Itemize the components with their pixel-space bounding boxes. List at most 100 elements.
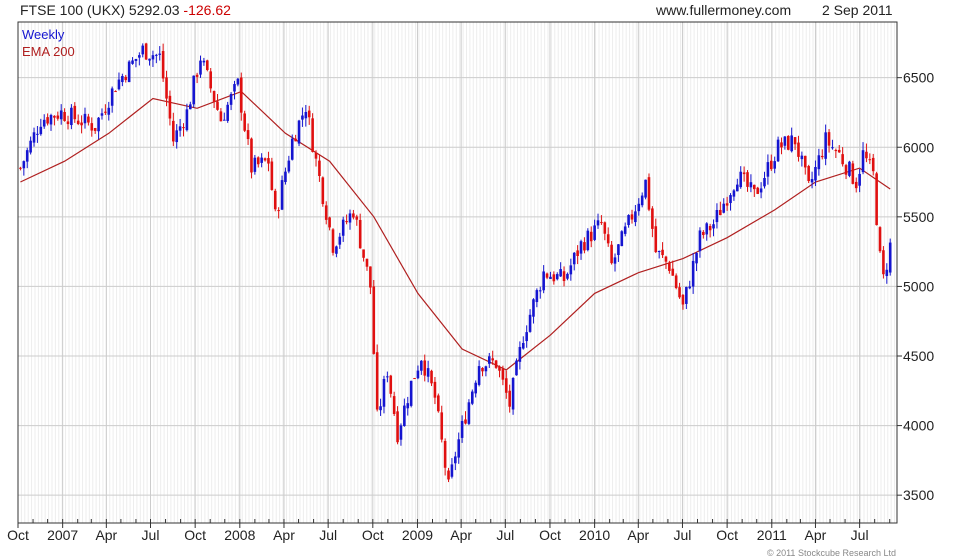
candle-body <box>202 60 206 63</box>
candle-body <box>732 190 736 197</box>
candle-body <box>848 161 851 176</box>
candle-body <box>161 51 165 79</box>
candle-body <box>644 179 647 198</box>
candle-body <box>691 260 695 287</box>
x-tick-label: Oct <box>716 527 738 543</box>
candle-body <box>338 236 342 245</box>
candle-body <box>508 390 511 407</box>
candle-body <box>841 154 844 165</box>
candle-body <box>559 269 562 277</box>
y-tick-label: 5000 <box>903 278 934 294</box>
candle-body <box>273 190 277 210</box>
candle-body <box>790 135 793 152</box>
candle-body <box>392 396 396 415</box>
candle-body <box>501 368 505 380</box>
candle-body <box>409 380 413 406</box>
plot-frame <box>17 21 898 524</box>
candle-body <box>654 226 658 253</box>
candle-body <box>600 222 603 224</box>
candle-body <box>83 113 87 124</box>
x-tick-label: Apr <box>450 527 472 543</box>
candle-body <box>19 167 22 169</box>
candle-body <box>304 111 308 119</box>
candle-body <box>406 403 410 409</box>
legend-weekly: Weekly <box>22 27 65 42</box>
candle-body <box>630 214 634 220</box>
instrument-name: FTSE 100 (UKX) <box>20 2 126 18</box>
x-tick-label: Jul <box>319 527 337 543</box>
chart-header-left: FTSE 100 (UKX) 5292.03 -126.62 <box>20 2 231 18</box>
candle-body <box>124 76 128 81</box>
candle-body <box>250 138 253 173</box>
candle-body <box>657 251 661 253</box>
candle-body <box>348 213 352 223</box>
candle-body <box>477 366 481 385</box>
candle-body <box>719 209 722 216</box>
candle-body <box>49 115 53 125</box>
candle-body <box>209 71 212 89</box>
candle-body <box>155 54 158 56</box>
candle-body <box>263 158 267 161</box>
candle-body <box>647 177 651 210</box>
candle-body <box>59 110 63 120</box>
price-change: -126.62 <box>183 2 231 18</box>
candle-body <box>260 157 263 163</box>
candle-body <box>627 215 630 226</box>
candle-body <box>42 119 46 127</box>
candle-body <box>25 150 29 162</box>
candle-body <box>39 126 43 135</box>
y-axis: 3500 4000 4500 5000 5500 6000 6500 <box>897 70 934 503</box>
y-tick-label: 3500 <box>903 487 934 503</box>
candle-body <box>528 314 532 332</box>
candle-body <box>651 208 654 229</box>
candle-body <box>637 203 641 212</box>
candle-body <box>447 470 450 480</box>
candle-body <box>739 171 743 188</box>
candle-body <box>572 252 576 265</box>
candle-body <box>280 180 284 210</box>
candle-body <box>698 230 702 252</box>
candle-body <box>134 58 138 61</box>
x-tick-label: Apr <box>805 527 827 543</box>
candle-body <box>820 155 824 158</box>
candle-body <box>606 234 610 244</box>
candle-body <box>117 79 121 90</box>
candle-body <box>151 55 155 60</box>
candle-body <box>382 378 386 407</box>
candle-body <box>617 244 620 256</box>
candle-body <box>182 127 185 129</box>
candle-body <box>596 220 600 226</box>
candle-body <box>753 184 756 190</box>
candle-body <box>73 105 77 120</box>
candle-body <box>243 113 246 131</box>
candle-body <box>270 161 274 190</box>
candle-body <box>742 172 746 175</box>
candle-body <box>56 115 60 119</box>
candle-body <box>749 182 753 188</box>
candle-body <box>875 173 878 226</box>
candle-body <box>396 411 399 443</box>
candle-body <box>90 123 94 131</box>
candle-body <box>246 130 250 140</box>
candle-body <box>844 165 848 175</box>
candle-body <box>549 276 552 279</box>
candle-body <box>63 111 66 121</box>
candle-body <box>454 456 457 464</box>
candle-body <box>216 101 219 110</box>
candle-body <box>423 360 427 376</box>
candle-body <box>277 210 280 212</box>
candle-body <box>532 299 535 317</box>
candle-body <box>335 246 338 254</box>
candle-body <box>226 104 229 121</box>
candle-body <box>318 160 321 177</box>
candle-body <box>783 136 787 146</box>
candle-body <box>623 226 627 234</box>
y-tick-label: 5500 <box>903 209 934 225</box>
candle-body <box>457 439 461 458</box>
candle-body <box>440 412 444 440</box>
candle-body <box>138 55 141 58</box>
candle-body <box>793 137 797 145</box>
candle-body <box>199 60 202 75</box>
candle-body <box>430 370 433 384</box>
candle-body <box>545 273 549 278</box>
